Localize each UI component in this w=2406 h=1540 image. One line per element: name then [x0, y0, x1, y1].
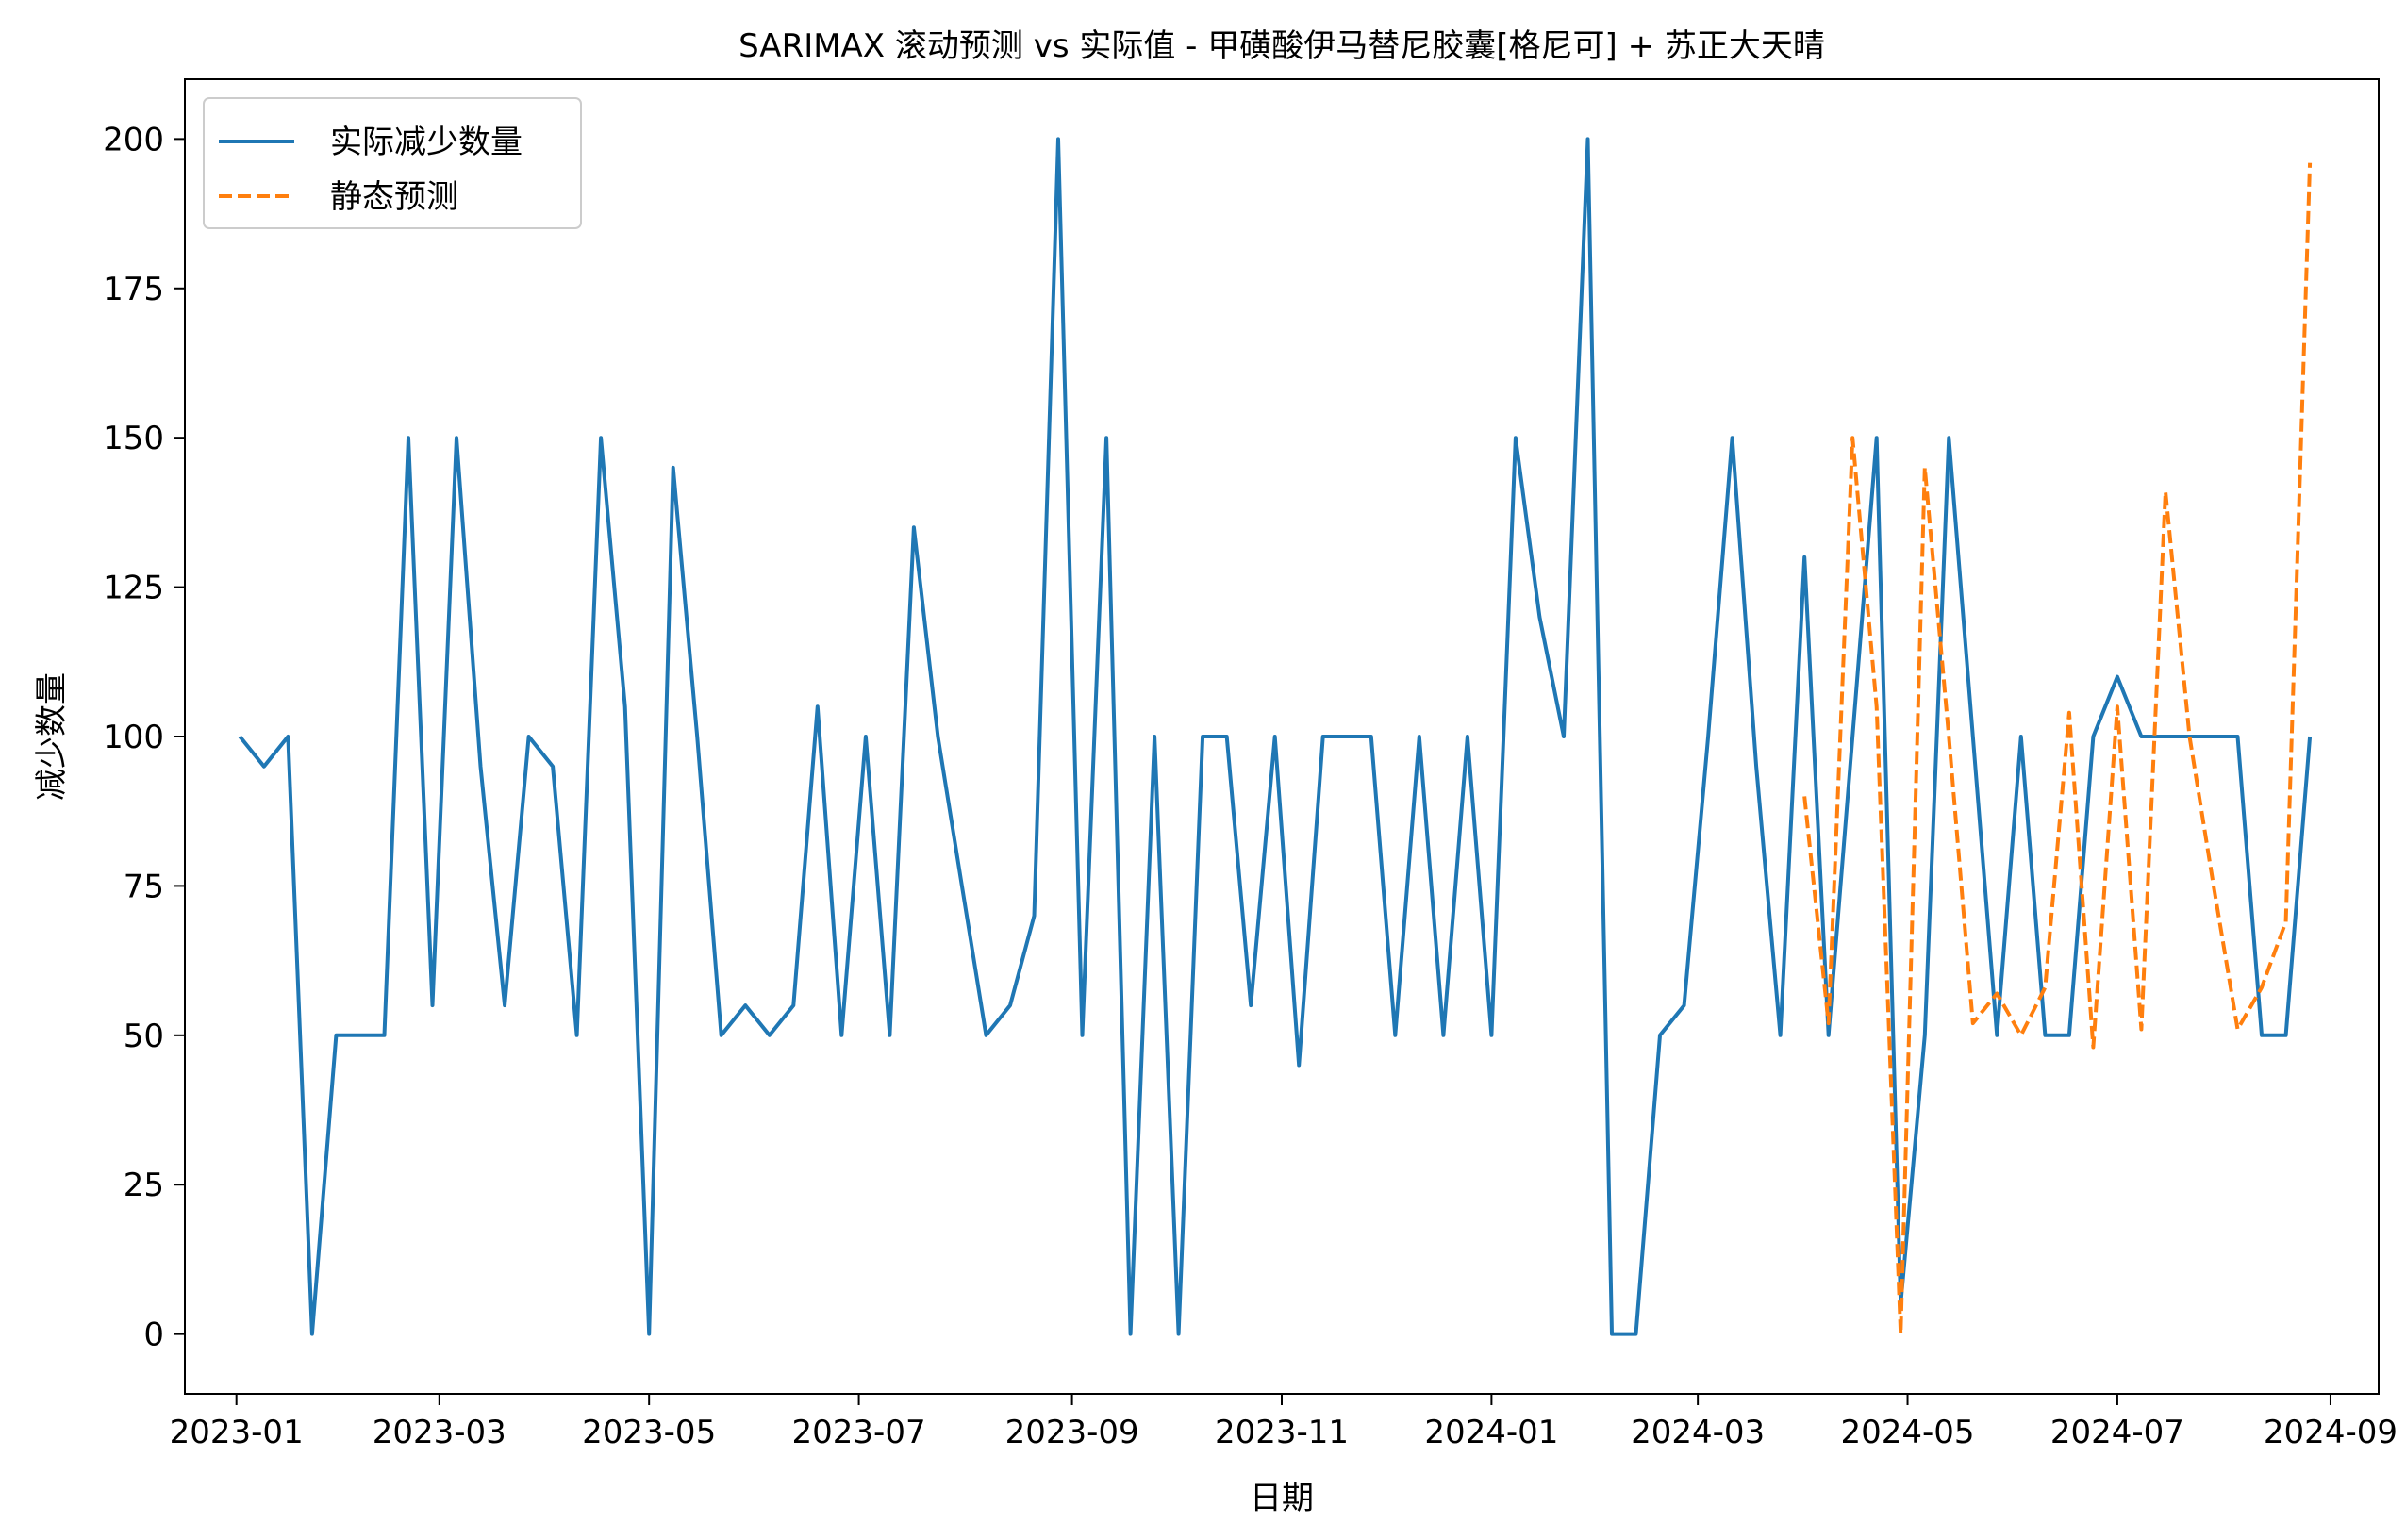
series-line-actual — [238, 137, 2313, 1336]
legend-label-forecast: 静态预测 — [330, 178, 458, 216]
x-tick-label: 2024-03 — [1631, 1414, 1765, 1451]
y-tick-label: 175 — [103, 271, 164, 308]
legend-label-actual: 实际减少数量 — [330, 124, 523, 161]
y-tick-label: 75 — [124, 868, 164, 905]
x-axis: 2023-01 2023-03 2023-05 2023-07 2023-09 2023-… — [170, 1394, 2398, 1451]
series-layer — [238, 137, 2313, 1336]
x-tick-label: 2023-03 — [373, 1414, 506, 1451]
y-axis: 0 25 50 75 100 125 150 175 200 — [103, 121, 185, 1354]
x-tick-label: 2023-09 — [1005, 1414, 1139, 1451]
x-tick-label: 2023-07 — [792, 1414, 926, 1451]
legend: 实际减少数量 静态预测 — [203, 97, 582, 229]
series-line-forecast — [1802, 162, 2313, 1336]
y-tick-label: 25 — [124, 1167, 164, 1204]
x-tick-label: 2023-01 — [170, 1414, 304, 1451]
x-tick-label: 2024-09 — [2264, 1414, 2398, 1451]
x-tick-label: 2024-01 — [1424, 1414, 1558, 1451]
x-axis-title: 日期 — [1250, 1480, 1314, 1517]
y-axis-title: 减少数量 — [33, 672, 71, 801]
chart-title: SARIMAX 滚动预测 vs 实际值 - 甲磺酸伊马替尼胶囊[格尼可] + 苏… — [738, 27, 1825, 65]
x-tick-label: 2023-05 — [582, 1414, 716, 1451]
legend-box — [203, 97, 582, 229]
y-tick-label: 125 — [103, 570, 164, 607]
x-tick-label: 2024-07 — [2050, 1414, 2184, 1451]
x-tick-label: 2023-11 — [1215, 1414, 1349, 1451]
y-tick-label: 100 — [103, 719, 164, 756]
y-tick-label: 150 — [103, 420, 164, 457]
x-tick-label: 2024-05 — [1840, 1414, 1974, 1451]
y-tick-label: 200 — [103, 121, 164, 158]
y-tick-label: 0 — [143, 1316, 164, 1354]
y-tick-label: 50 — [124, 1018, 164, 1055]
